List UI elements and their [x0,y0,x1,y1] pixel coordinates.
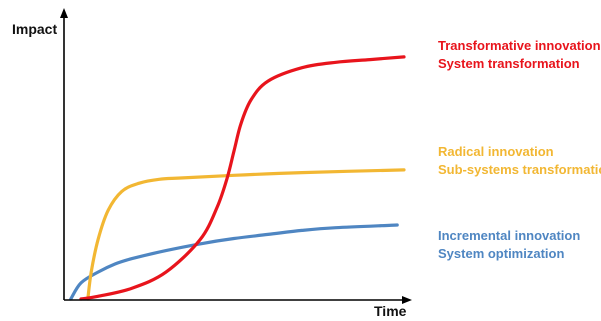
transformative-innovation-line [79,55,406,301]
x-axis-arrow [402,296,412,304]
legend-radical-subtitle: Sub-systems transformation [438,162,601,177]
legend-incremental-name: Incremental innovation [438,228,580,243]
y-axis-label: Impact [12,21,57,37]
series-layer [69,55,406,301]
legend-radical-name: Radical innovation [438,144,554,159]
legend-transformative-subtitle: System transformation [438,56,580,71]
legend-incremental-subtitle: System optimization [438,246,564,261]
legend-transformative-name: Transformative innovation [438,38,601,53]
legend: Transformative innovation System transfor… [438,38,601,261]
x-axis-label: Time [374,303,407,319]
axes [60,8,412,304]
radical-innovation-line [86,168,406,301]
incremental-innovation-line [69,223,399,301]
y-axis-arrow [60,8,68,18]
